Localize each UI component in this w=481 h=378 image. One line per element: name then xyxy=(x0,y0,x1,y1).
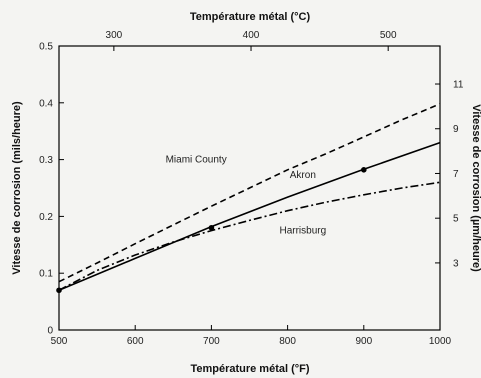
y-right-tick-label: 5 xyxy=(453,214,459,225)
axis-tick-labels: 500 600 700 800 900 1000 0 0.1 0.2 0.3 0.4 0.5 300 40… xyxy=(39,30,464,347)
x-tick-label: 500 xyxy=(51,336,68,347)
y-tick-label: 0.5 xyxy=(39,42,53,53)
y-right-tick-label: 9 xyxy=(453,124,459,135)
y-tick-label: 0.2 xyxy=(39,212,53,223)
series-annotations: Miami County Akron Harrisburg xyxy=(166,154,327,236)
x-tick-label: 800 xyxy=(279,336,296,347)
series-line-miami-county xyxy=(58,103,441,283)
x-tick-label: 900 xyxy=(355,336,372,347)
y-tick-label: 0 xyxy=(47,326,53,337)
series-line-harrisburg xyxy=(58,181,441,291)
x-tick-label: 700 xyxy=(203,336,220,347)
x-tick-label: 600 xyxy=(127,336,144,347)
series-label-harrisburg: Harrisburg xyxy=(279,225,326,236)
x-axis-bottom-title: Température métal (°F) xyxy=(190,363,309,375)
series-label-miami-county: Miami County xyxy=(166,154,227,165)
y-axis-left-title: Vitesse de corrosion (mils/heure) xyxy=(11,101,23,275)
x-top-tick-label: 400 xyxy=(243,30,260,41)
y-right-tick-label: 7 xyxy=(453,169,459,180)
series-line-akron xyxy=(58,141,441,291)
x-tick-label: 1000 xyxy=(429,336,452,347)
y-tick-label: 0.4 xyxy=(39,98,53,109)
x-top-tick-label: 500 xyxy=(380,30,397,41)
x-axis-top-title: Température métal (°C) xyxy=(190,11,311,23)
data-point xyxy=(208,224,215,231)
y-tick-label: 0.3 xyxy=(39,155,53,166)
series-lines xyxy=(58,103,441,291)
series-label-akron: Akron xyxy=(290,170,316,181)
y-right-tick-label: 11 xyxy=(453,80,464,91)
data-point xyxy=(56,287,62,294)
x-top-tick-label: 300 xyxy=(106,30,123,41)
data-markers xyxy=(56,167,367,294)
y-tick-label: 0.1 xyxy=(39,269,53,280)
data-point xyxy=(361,167,367,173)
plot-frame xyxy=(58,45,441,331)
y-right-tick-label: 3 xyxy=(453,258,459,269)
y-axis-right-title: Vitesse de corrosion (µm/heure) xyxy=(470,104,481,272)
axis-ticks xyxy=(58,45,441,331)
